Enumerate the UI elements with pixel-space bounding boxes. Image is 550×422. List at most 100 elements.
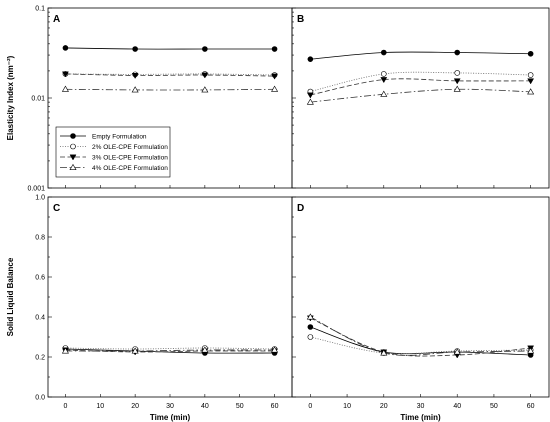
data-point (61, 85, 69, 92)
panel-label: D (297, 203, 304, 214)
x-tick-label: 50 (490, 403, 498, 410)
data-point (271, 85, 279, 92)
y-tick-label: 0.2 (35, 355, 45, 362)
x-axis-title: Time (min) (150, 413, 191, 422)
series-line (310, 336, 531, 355)
legend-marker (69, 163, 77, 170)
data-point (380, 90, 388, 97)
data-point (61, 347, 69, 354)
data-point (307, 324, 314, 330)
panel-label: A (53, 14, 60, 25)
series-line (65, 348, 275, 354)
x-tick-label: 20 (380, 403, 388, 410)
series-line (65, 349, 275, 352)
series-line (310, 51, 531, 60)
data-point (271, 346, 279, 353)
series-line (310, 316, 531, 356)
x-tick-label: 30 (166, 403, 174, 410)
legend-marker (69, 154, 77, 161)
y-tick-label: 0.6 (35, 275, 45, 282)
data-point (380, 77, 388, 84)
plot-frame (47, 196, 293, 398)
y-tick-label: 0.1 (35, 6, 45, 13)
panel-label: B (297, 14, 304, 25)
data-point (131, 73, 139, 79)
x-tick-label: 40 (201, 403, 209, 410)
data-point (307, 334, 314, 340)
legend-label: 2% OLE-CPE Formulation (92, 144, 168, 151)
legend-label: Empty Formulation (92, 133, 147, 140)
plot-frame (291, 7, 550, 189)
y-axis-title: Solid Liquid Balance (6, 257, 15, 336)
data-point (201, 86, 209, 93)
data-point (306, 98, 314, 105)
data-point (527, 72, 534, 78)
data-point (271, 46, 278, 52)
data-point (306, 313, 314, 320)
panel-c: C 0 10 20 30 40 50 60 0.0 0.2 0.4 0.6 0.8 1.0 Time (mi… (6, 195, 293, 422)
x-tick-label: 60 (527, 403, 535, 410)
x-axis-title: Time (min) (400, 413, 441, 422)
data-point (131, 86, 139, 93)
series-line (65, 73, 275, 77)
y-axis-title: Elasticity Index (nm⁻²) (6, 55, 15, 140)
y-tick-label: 0.8 (35, 235, 45, 242)
x-tick-label: 40 (453, 403, 461, 410)
x-tick-label: 30 (417, 403, 425, 410)
data-point (527, 88, 535, 95)
legend: Empty Formulation 2% OLE-CPE Formulation 3… (55, 126, 171, 178)
legend-label: 4% OLE-CPE Formulation (92, 165, 168, 172)
panel-b: B (291, 7, 550, 189)
panel-label: C (53, 203, 60, 214)
data-point (202, 46, 208, 52)
data-point (453, 348, 461, 355)
series-line (310, 71, 531, 92)
series-line (310, 326, 531, 356)
plot-frame (291, 196, 550, 398)
series-line (65, 47, 275, 50)
legend-marker (70, 143, 76, 150)
x-tick-label: 50 (236, 403, 244, 410)
legend-label: 3% OLE-CPE Formulation (92, 154, 168, 161)
series-line (310, 78, 531, 96)
data-point (380, 49, 387, 56)
y-tick-label: 0.4 (35, 315, 45, 322)
legend-marker (70, 133, 76, 139)
data-point (380, 71, 387, 77)
series-line (65, 88, 275, 91)
data-point (201, 72, 209, 79)
x-tick-label: 0 (63, 403, 67, 410)
data-point (454, 70, 461, 76)
x-tick-label: 10 (96, 403, 104, 410)
series-line (65, 73, 275, 76)
x-tick-label: 60 (271, 403, 279, 410)
series-line (310, 88, 531, 103)
x-tick-label: 10 (343, 403, 351, 410)
data-point (61, 71, 69, 78)
x-tick-label: 20 (131, 403, 139, 410)
data-point (453, 85, 461, 92)
data-point (132, 46, 138, 52)
data-point (306, 92, 314, 99)
data-point (307, 56, 314, 62)
data-point (131, 347, 139, 354)
series-line (65, 347, 275, 350)
data-point (527, 347, 535, 354)
data-point (201, 346, 209, 353)
series-line (310, 317, 531, 357)
data-point (527, 78, 535, 85)
data-point (271, 73, 279, 80)
panel-a: A 0.001 0.01 0.1 Elasticity Index (nm⁻²) Empt… (6, 6, 293, 193)
y-tick-label: 0.01 (31, 96, 45, 103)
data-point (527, 50, 534, 57)
x-tick-label: 0 (308, 403, 312, 410)
y-tick-label: 0.0 (35, 395, 45, 402)
data-point (62, 45, 69, 51)
y-tick-label: 1.0 (35, 195, 45, 202)
y-tick-label: 0.001 (27, 186, 45, 193)
data-point (380, 349, 388, 356)
panel-d: D 0 10 20 30 40 50 60 Time (min) (291, 196, 550, 422)
data-point (454, 49, 461, 56)
data-point (453, 78, 461, 85)
